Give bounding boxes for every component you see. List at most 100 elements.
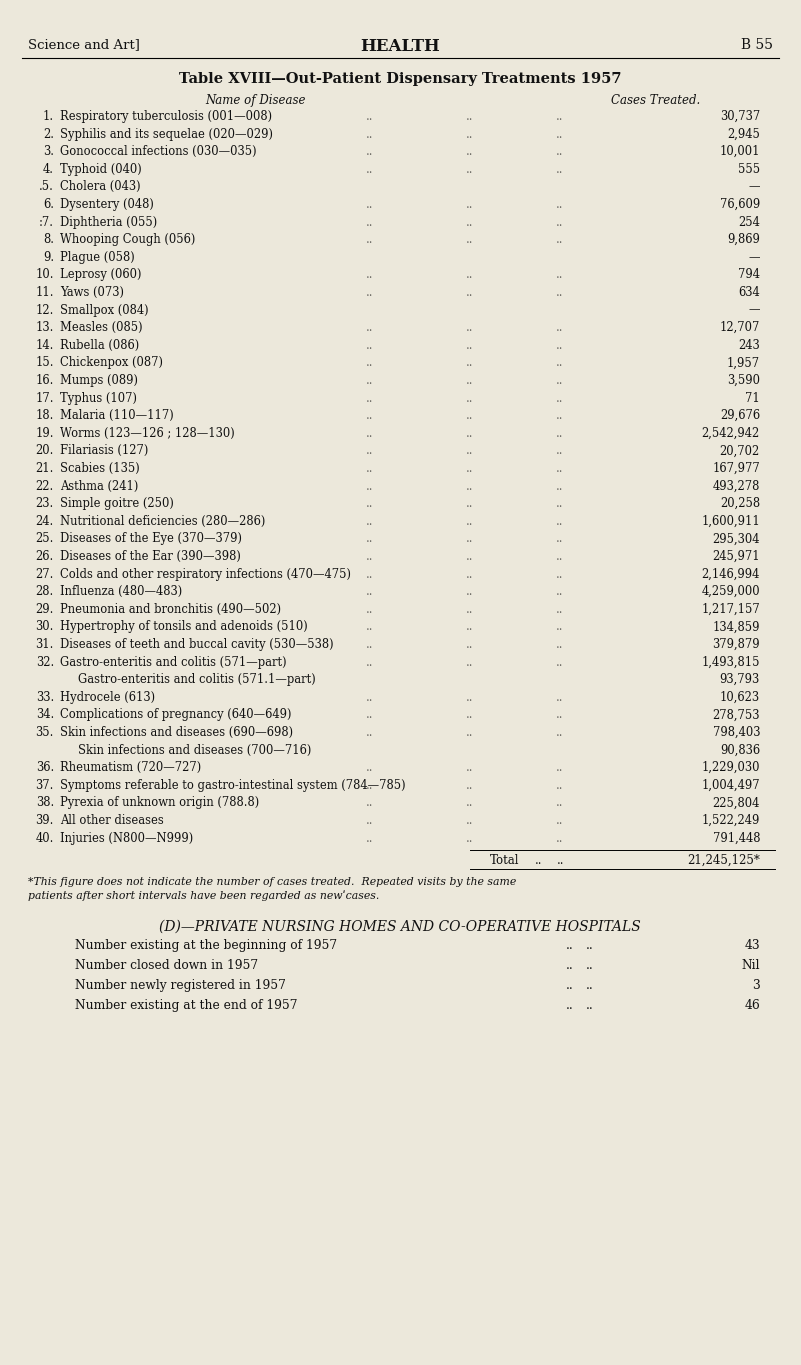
Text: ..: .. <box>366 532 374 546</box>
Text: Leprosy (060): Leprosy (060) <box>60 269 142 281</box>
Text: 3,590: 3,590 <box>727 374 760 388</box>
Text: ..: .. <box>556 796 564 809</box>
Text: —: — <box>748 251 760 263</box>
Text: ..: .. <box>466 356 473 370</box>
Text: ..: .. <box>366 708 374 721</box>
Text: ..: .. <box>556 708 564 721</box>
Text: ..: .. <box>366 814 374 827</box>
Text: ..: .. <box>366 479 374 493</box>
Text: ..: .. <box>535 854 542 867</box>
Text: Skin infections and diseases (700—716): Skin infections and diseases (700—716) <box>78 744 312 756</box>
Text: B 55: B 55 <box>741 38 773 52</box>
Text: ..: .. <box>366 321 374 334</box>
Text: 791,448: 791,448 <box>713 831 760 845</box>
Text: Rheumatism (720—727): Rheumatism (720—727) <box>60 762 201 774</box>
Text: 29,676: 29,676 <box>720 410 760 422</box>
Text: ..: .. <box>366 779 374 792</box>
Text: Syphilis and its sequelae (020—029): Syphilis and its sequelae (020—029) <box>60 127 273 141</box>
Text: 33.: 33. <box>36 691 54 704</box>
Text: Worms (123—126 ; 128—130): Worms (123—126 ; 128—130) <box>60 427 235 440</box>
Text: ..: .. <box>556 515 564 528</box>
Text: ..: .. <box>566 939 574 953</box>
Text: ..: .. <box>556 287 564 299</box>
Text: Number newly registered in 1957: Number newly registered in 1957 <box>75 979 286 992</box>
Text: 4.: 4. <box>43 162 54 176</box>
Text: ..: .. <box>366 356 374 370</box>
Text: 134,859: 134,859 <box>713 621 760 633</box>
Text: ..: .. <box>466 532 473 546</box>
Text: Yaws (073): Yaws (073) <box>60 287 124 299</box>
Text: 36.: 36. <box>36 762 54 774</box>
Text: Smallpox (084): Smallpox (084) <box>60 303 149 317</box>
Text: 17.: 17. <box>35 392 54 404</box>
Text: ..: .. <box>556 621 564 633</box>
Text: 20.: 20. <box>35 445 54 457</box>
Text: Scabies (135): Scabies (135) <box>60 461 139 475</box>
Text: ..: .. <box>466 779 473 792</box>
Text: ..: .. <box>566 960 574 972</box>
Text: 34.: 34. <box>36 708 54 721</box>
Text: ..: .. <box>366 145 374 158</box>
Text: 167,977: 167,977 <box>712 461 760 475</box>
Text: 2.: 2. <box>43 127 54 141</box>
Text: —: — <box>748 303 760 317</box>
Text: ..: .. <box>366 287 374 299</box>
Text: Pyrexia of unknown origin (788.8): Pyrexia of unknown origin (788.8) <box>60 796 260 809</box>
Text: ..: .. <box>466 445 473 457</box>
Text: Cholera (043): Cholera (043) <box>60 180 141 194</box>
Text: ..: .. <box>466 287 473 299</box>
Text: ..: .. <box>586 939 594 953</box>
Text: ..: .. <box>466 762 473 774</box>
Text: —: — <box>748 180 760 194</box>
Text: Pneumonia and bronchitis (490—502): Pneumonia and bronchitis (490—502) <box>60 603 281 616</box>
Text: Gastro-enteritis and colitis (571.1—part): Gastro-enteritis and colitis (571.1—part… <box>78 673 316 687</box>
Text: ..: .. <box>466 162 473 176</box>
Text: 93,793: 93,793 <box>720 673 760 687</box>
Text: ..: .. <box>466 321 473 334</box>
Text: 28.: 28. <box>36 586 54 598</box>
Text: 1,600,911: 1,600,911 <box>701 515 760 528</box>
Text: 20,258: 20,258 <box>720 497 760 511</box>
Text: Diphtheria (055): Diphtheria (055) <box>60 216 157 228</box>
Text: 379,879: 379,879 <box>712 637 760 651</box>
Text: 22.: 22. <box>36 479 54 493</box>
Text: .5.: .5. <box>39 180 54 194</box>
Text: 2,945: 2,945 <box>727 127 760 141</box>
Text: 25.: 25. <box>35 532 54 546</box>
Text: ..: .. <box>466 691 473 704</box>
Text: Hypertrophy of tonsils and adenoids (510): Hypertrophy of tonsils and adenoids (510… <box>60 621 308 633</box>
Text: ..: .. <box>556 497 564 511</box>
Text: ..: .. <box>366 427 374 440</box>
Text: 10,001: 10,001 <box>719 145 760 158</box>
Text: Nutritional deficiencies (280—286): Nutritional deficiencies (280—286) <box>60 515 265 528</box>
Text: ..: .. <box>466 831 473 845</box>
Text: Injuries (N800—N999): Injuries (N800—N999) <box>60 831 193 845</box>
Text: 794: 794 <box>738 269 760 281</box>
Text: 39.: 39. <box>35 814 54 827</box>
Text: 634: 634 <box>739 287 760 299</box>
Text: ..: .. <box>556 831 564 845</box>
Text: ..: .. <box>556 392 564 404</box>
Text: ..: .. <box>556 532 564 546</box>
Text: 30,737: 30,737 <box>720 111 760 123</box>
Text: ..: .. <box>586 999 594 1013</box>
Text: ..: .. <box>556 410 564 422</box>
Text: Filariasis (127): Filariasis (127) <box>60 445 148 457</box>
Text: ..: .. <box>366 691 374 704</box>
Text: ..: .. <box>556 427 564 440</box>
Text: ..: .. <box>466 198 473 212</box>
Text: ..: .. <box>366 410 374 422</box>
Text: 30.: 30. <box>35 621 54 633</box>
Text: Number closed down in 1957: Number closed down in 1957 <box>75 960 258 972</box>
Text: ..: .. <box>366 392 374 404</box>
Text: 20,702: 20,702 <box>720 445 760 457</box>
Text: 2,146,994: 2,146,994 <box>702 568 760 580</box>
Text: Colds and other respiratory infections (470—475): Colds and other respiratory infections (… <box>60 568 351 580</box>
Text: Cases Treated.: Cases Treated. <box>610 94 700 106</box>
Text: Plague (058): Plague (058) <box>60 251 135 263</box>
Text: Chickenpox (087): Chickenpox (087) <box>60 356 163 370</box>
Text: ..: .. <box>556 269 564 281</box>
Text: 8.: 8. <box>43 233 54 246</box>
Text: ..: .. <box>466 603 473 616</box>
Text: Number existing at the beginning of 1957: Number existing at the beginning of 1957 <box>75 939 337 953</box>
